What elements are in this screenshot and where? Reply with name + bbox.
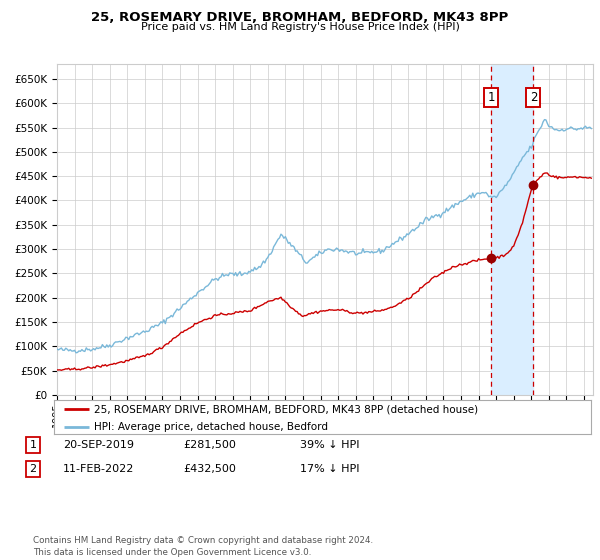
Text: 25, ROSEMARY DRIVE, BROMHAM, BEDFORD, MK43 8PP (detached house): 25, ROSEMARY DRIVE, BROMHAM, BEDFORD, MK…	[94, 404, 478, 414]
Text: £281,500: £281,500	[183, 440, 236, 450]
Text: 11-FEB-2022: 11-FEB-2022	[63, 464, 134, 474]
Text: 2: 2	[530, 91, 537, 104]
Text: 2: 2	[29, 464, 37, 474]
Text: £432,500: £432,500	[183, 464, 236, 474]
Text: Contains HM Land Registry data © Crown copyright and database right 2024.
This d: Contains HM Land Registry data © Crown c…	[33, 536, 373, 557]
Text: 20-SEP-2019: 20-SEP-2019	[63, 440, 134, 450]
Text: Price paid vs. HM Land Registry's House Price Index (HPI): Price paid vs. HM Land Registry's House …	[140, 22, 460, 32]
Text: 1: 1	[488, 91, 495, 104]
Text: 39% ↓ HPI: 39% ↓ HPI	[300, 440, 359, 450]
Text: HPI: Average price, detached house, Bedford: HPI: Average price, detached house, Bedf…	[94, 422, 328, 432]
Text: 25, ROSEMARY DRIVE, BROMHAM, BEDFORD, MK43 8PP: 25, ROSEMARY DRIVE, BROMHAM, BEDFORD, MK…	[91, 11, 509, 24]
Text: 1: 1	[29, 440, 37, 450]
Text: 17% ↓ HPI: 17% ↓ HPI	[300, 464, 359, 474]
Bar	[491, 64, 533, 395]
